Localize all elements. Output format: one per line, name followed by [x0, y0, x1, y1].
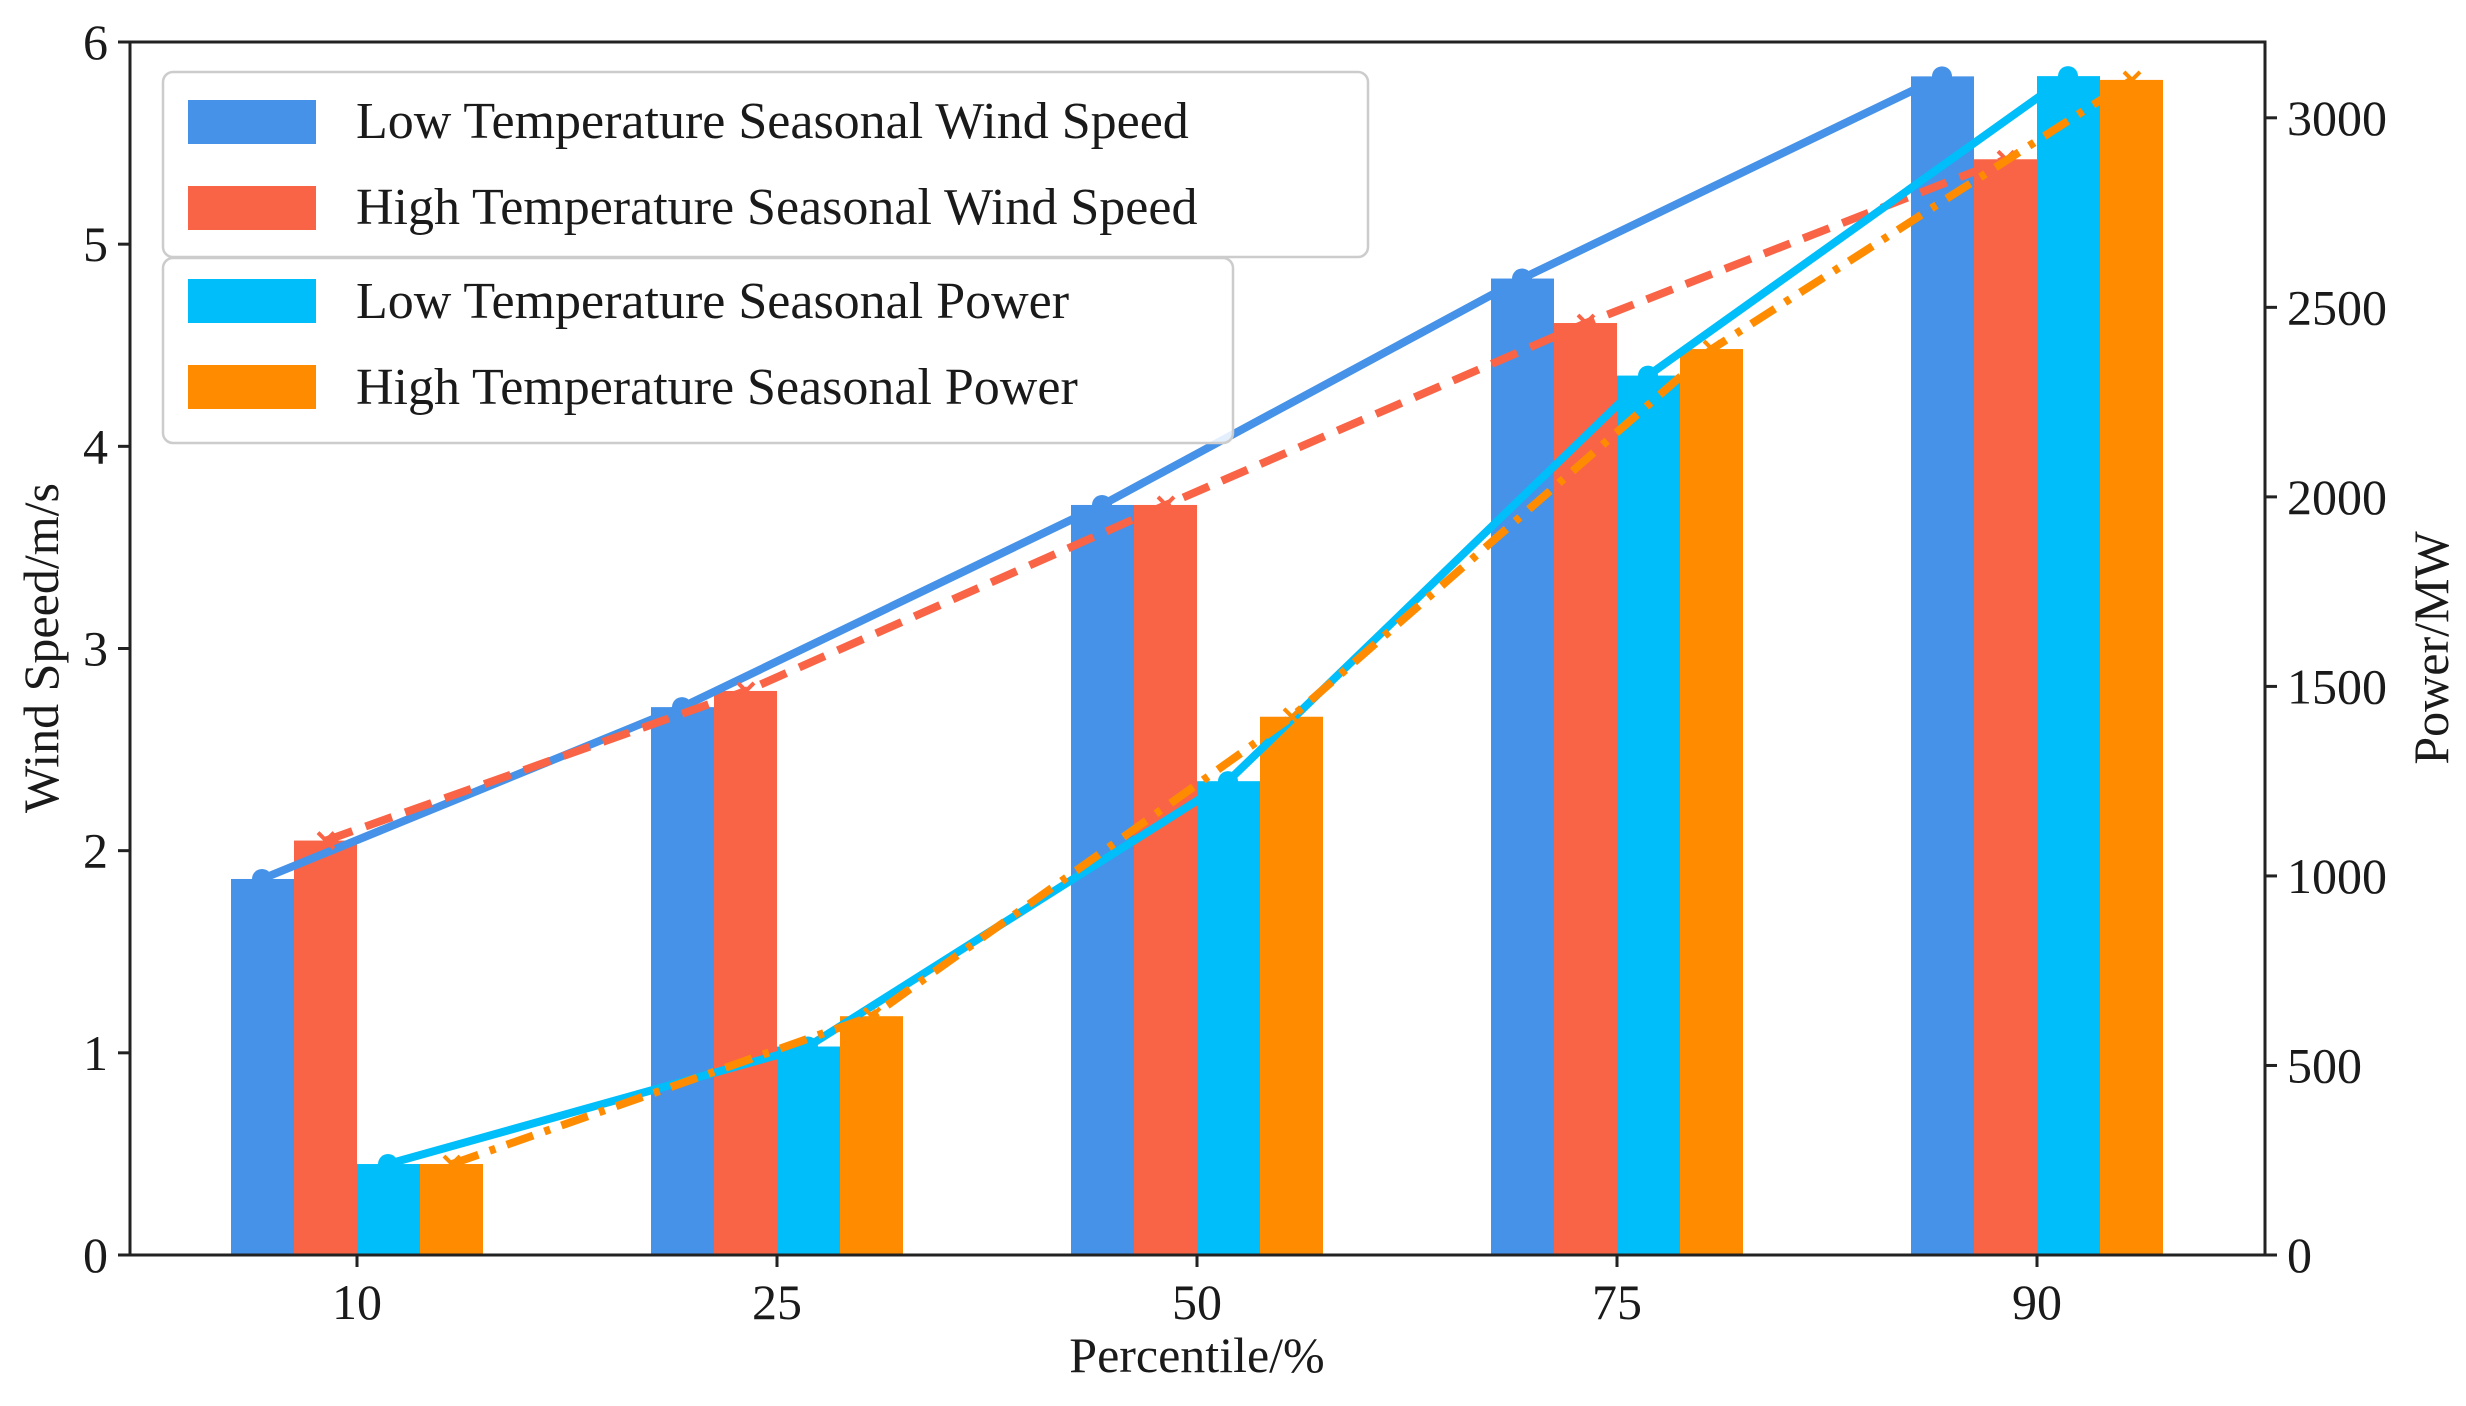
bar-low-temperature-seasonal-wind-speed-90: [1911, 76, 1974, 1256]
bar-low-temperature-seasonal-power-25: [777, 1046, 840, 1255]
y-axis-right-label: Power/MW: [2403, 531, 2459, 765]
bar-low-temperature-seasonal-wind-speed-50: [1071, 504, 1134, 1255]
x-tick-label: 90: [2012, 1274, 2062, 1330]
marker-high-temperature-seasonal-wind-speed-50: [1156, 495, 1176, 515]
marker-low-temperature-seasonal-wind-speed-10: [252, 868, 272, 889]
legend-wind-speed: Low Temperature Seasonal Wind Speed High…: [161, 70, 1370, 259]
bar-high-temperature-seasonal-wind-speed-50: [1134, 504, 1197, 1255]
x-tick-label: 75: [1592, 1274, 1642, 1330]
y-right-tick-label: 2000: [2287, 469, 2387, 525]
line-high-temperature-seasonal-power: [450, 76, 2135, 1168]
legend-label-high-temp-wind: High Temperature Seasonal Wind Speed: [356, 179, 1197, 236]
legend-swatch-high-temp-power: [188, 365, 316, 409]
bar-high-temperature-seasonal-wind-speed-25: [714, 690, 777, 1255]
ticks-layer: 10 25 50 75 90 0 1 2 3 4 5 6 0 500 1000 1500 2000 2500 300…: [83, 14, 2387, 1330]
bar-low-temperature-seasonal-wind-speed-10: [231, 878, 294, 1255]
y-right-tick-label: 1000: [2287, 848, 2387, 904]
y-right-tick-label: 1500: [2287, 658, 2387, 714]
marker-high-temperature-seasonal-power-50: [1282, 707, 1302, 727]
bar-low-temperature-seasonal-power-75: [1617, 375, 1680, 1255]
marker-high-temperature-seasonal-power-25: [862, 1006, 882, 1026]
bar-high-temperature-seasonal-power-10: [420, 1164, 483, 1255]
legend-box-power: [161, 256, 1235, 445]
bar-high-temperature-seasonal-wind-speed-10: [294, 840, 357, 1255]
bar-high-temperature-seasonal-wind-speed-75: [1554, 323, 1617, 1255]
marker-high-temperature-seasonal-wind-speed-10: [316, 831, 336, 850]
legend-swatch-low-temp-wind: [188, 100, 316, 144]
y-left-tick-label: 2: [83, 823, 108, 879]
bar-high-temperature-seasonal-power-50: [1260, 716, 1323, 1255]
y-right-tick-label: 500: [2287, 1037, 2362, 1093]
marker-low-temperature-seasonal-wind-speed-50: [1092, 494, 1112, 515]
bar-low-temperature-seasonal-power-50: [1197, 781, 1260, 1255]
bar-low-temperature-seasonal-power-10: [357, 1164, 420, 1255]
bar-high-temperature-seasonal-power-90: [2100, 79, 2163, 1255]
x-axis-label: Percentile/%: [1069, 1327, 1324, 1383]
x-tick-label: 50: [1172, 1274, 1222, 1330]
y-right-tick-label: 2500: [2287, 279, 2387, 335]
legend-label-high-temp-power: High Temperature Seasonal Power: [356, 359, 1078, 416]
legend-swatch-high-temp-wind: [188, 186, 316, 230]
bar-low-temperature-seasonal-wind-speed-75: [1491, 278, 1554, 1255]
legend-label-low-temp-power: Low Temperature Seasonal Power: [356, 273, 1069, 330]
marker-high-temperature-seasonal-power-75: [1702, 339, 1722, 359]
y-right-tick-label: 0: [2287, 1227, 2312, 1283]
marker-low-temperature-seasonal-power-10: [378, 1154, 398, 1175]
marker-high-temperature-seasonal-wind-speed-75: [1576, 313, 1596, 333]
x-tick-label: 10: [332, 1274, 382, 1330]
x-tick-label: 25: [752, 1274, 802, 1330]
marker-high-temperature-seasonal-power-90: [2122, 70, 2142, 90]
bar-low-temperature-seasonal-power-90: [2037, 76, 2100, 1256]
y-axis-left-label: Wind Speed/m/s: [13, 483, 69, 813]
y-right-tick-label: 3000: [2287, 90, 2387, 146]
marker-high-temperature-seasonal-power-10: [442, 1154, 462, 1174]
legend-swatch-low-temp-power: [188, 279, 316, 323]
marker-low-temperature-seasonal-power-50: [1218, 771, 1238, 792]
y-left-tick-label: 6: [83, 14, 108, 70]
marker-low-temperature-seasonal-power-90: [2058, 66, 2078, 87]
lines-layer: [252, 66, 2142, 1175]
y-left-tick-label: 0: [83, 1227, 108, 1283]
y-left-tick-label: 5: [83, 216, 108, 272]
y-left-tick-label: 1: [83, 1025, 108, 1081]
bar-high-temperature-seasonal-power-25: [840, 1016, 903, 1255]
y-left-tick-label: 3: [83, 621, 108, 677]
bar-high-temperature-seasonal-wind-speed-90: [1974, 159, 2037, 1255]
marker-low-temperature-seasonal-wind-speed-90: [1932, 66, 1952, 87]
legend-label-low-temp-wind: Low Temperature Seasonal Wind Speed: [356, 93, 1189, 150]
legend-power: Low Temperature Seasonal Power High Temp…: [161, 256, 1235, 445]
marker-high-temperature-seasonal-wind-speed-25: [736, 681, 756, 701]
bar-low-temperature-seasonal-wind-speed-25: [651, 707, 714, 1255]
bar-high-temperature-seasonal-power-75: [1680, 349, 1743, 1255]
y-left-tick-label: 4: [83, 418, 108, 474]
marker-low-temperature-seasonal-wind-speed-75: [1512, 268, 1532, 289]
marker-low-temperature-seasonal-power-75: [1638, 365, 1658, 386]
bars-layer: [231, 76, 2163, 1256]
